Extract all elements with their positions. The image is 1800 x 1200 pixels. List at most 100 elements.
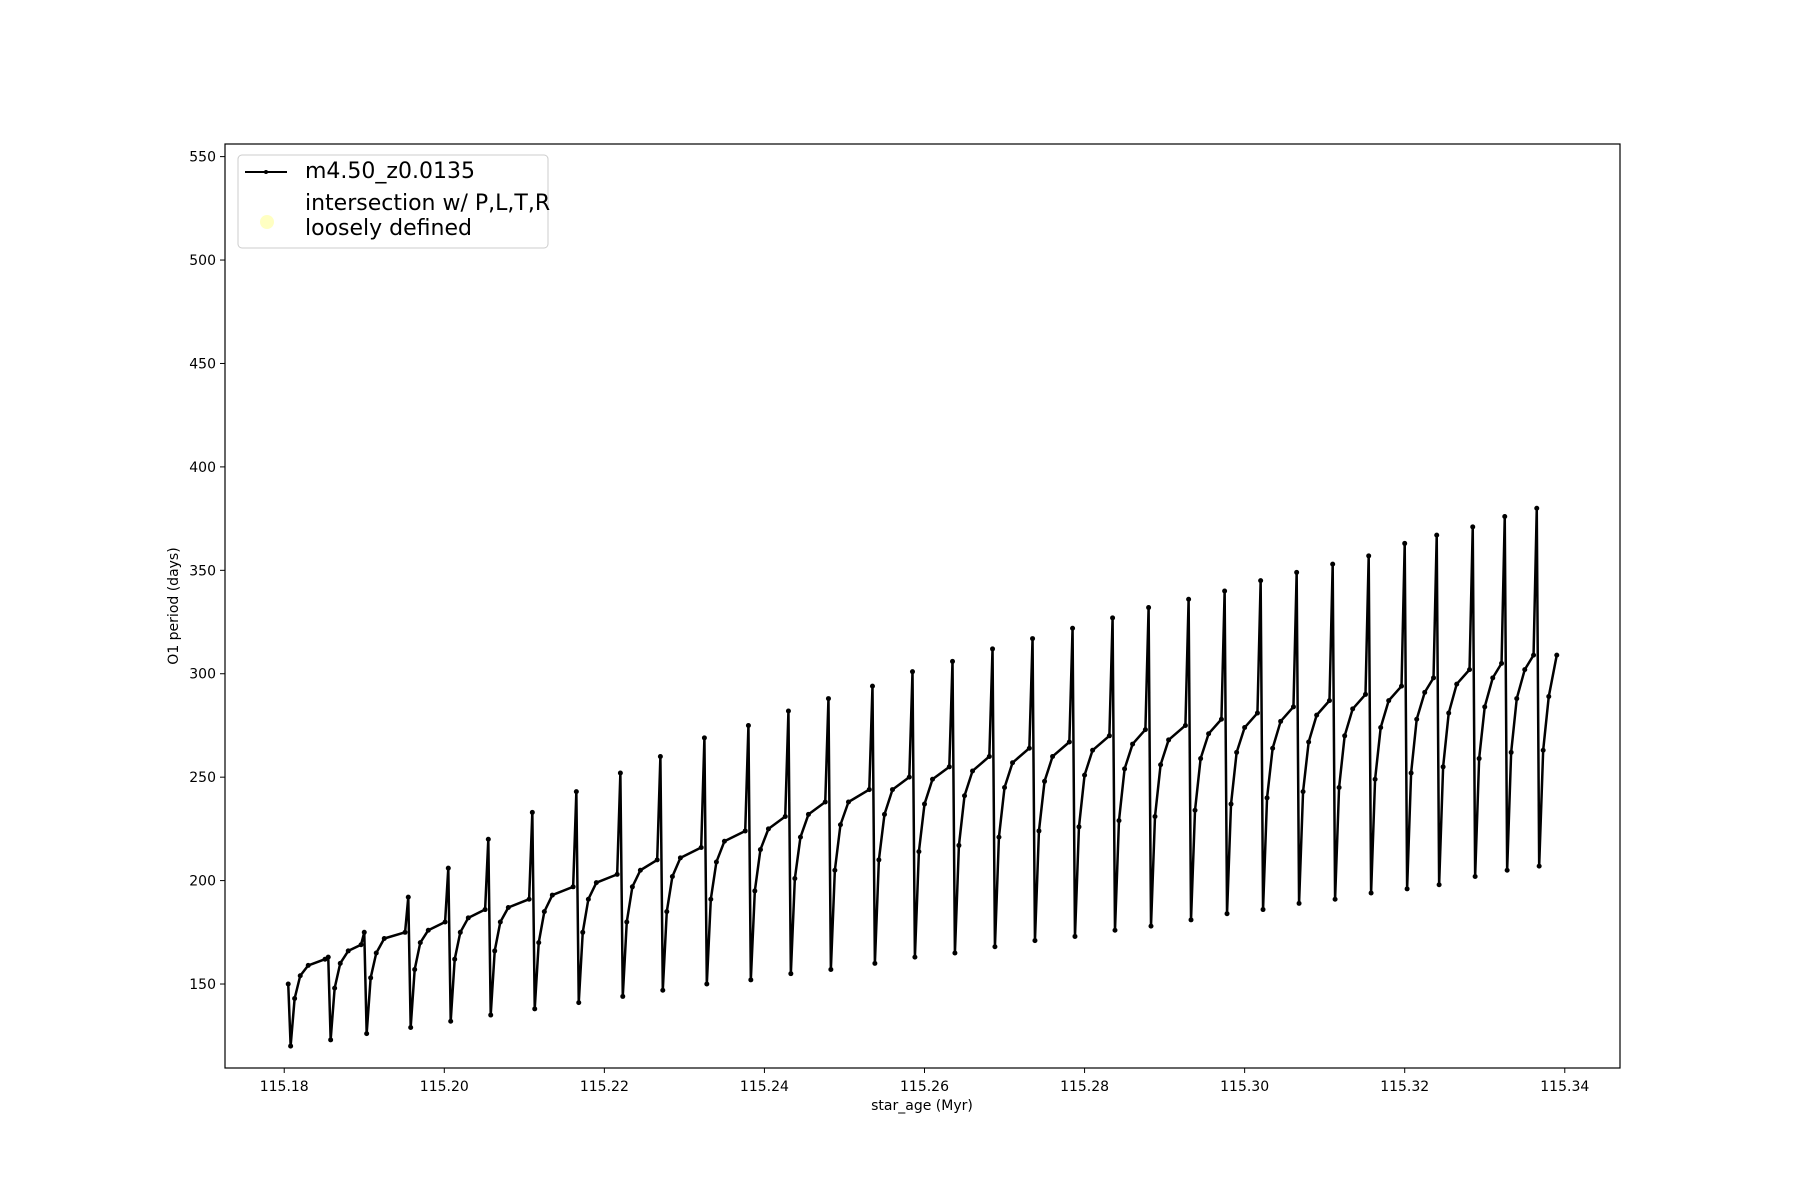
- data-point: [1224, 911, 1230, 917]
- data-point: [573, 789, 579, 795]
- data-point: [1378, 725, 1384, 731]
- data-point: [1228, 801, 1234, 807]
- data-point: [872, 960, 878, 966]
- x-tick-label: 115.22: [580, 1079, 629, 1095]
- data-point: [1522, 667, 1528, 673]
- data-point: [881, 811, 887, 817]
- data-point: [970, 768, 976, 774]
- data-point: [1122, 766, 1128, 772]
- data-point: [701, 735, 707, 741]
- data-point: [1290, 704, 1296, 710]
- data-point: [869, 683, 875, 689]
- data-point: [1076, 824, 1082, 830]
- data-point: [1130, 741, 1136, 747]
- data-point: [660, 987, 666, 993]
- data-point: [1454, 681, 1460, 687]
- data-point: [1152, 813, 1158, 819]
- plot-area: [224, 143, 1621, 1069]
- data-point: [345, 948, 351, 954]
- data-point: [782, 813, 788, 819]
- data-point: [297, 973, 303, 979]
- x-tick-label: 115.20: [420, 1079, 469, 1095]
- data-point: [916, 849, 922, 855]
- data-point: [536, 940, 542, 946]
- data-point: [1546, 693, 1552, 699]
- data-point: [620, 993, 626, 999]
- data-point: [368, 975, 374, 981]
- data-point: [912, 954, 918, 960]
- data-point: [457, 929, 463, 935]
- y-tick-label: 550: [189, 150, 216, 166]
- data-point: [361, 929, 367, 935]
- data-point: [1270, 745, 1276, 751]
- data-point: [1502, 514, 1508, 520]
- data-point: [822, 799, 828, 805]
- data-point: [845, 799, 851, 805]
- data-point: [1330, 561, 1336, 567]
- data-point: [1534, 505, 1540, 511]
- data-point: [742, 828, 748, 834]
- data-point: [292, 995, 298, 1001]
- data-point: [1166, 737, 1172, 743]
- data-point: [866, 787, 872, 793]
- data-point: [1514, 696, 1520, 702]
- data-point: [1066, 739, 1072, 745]
- data-point: [1254, 710, 1260, 716]
- data-point: [617, 770, 623, 776]
- legend-box: [237, 154, 549, 249]
- x-tick-label: 115.32: [1380, 1079, 1429, 1095]
- data-point: [876, 857, 882, 863]
- data-point: [698, 844, 704, 850]
- data-point: [1026, 745, 1032, 751]
- data-point: [526, 896, 532, 902]
- data-point: [1082, 772, 1088, 778]
- data-point: [1072, 933, 1078, 939]
- data-point: [1372, 776, 1378, 782]
- data-point: [785, 708, 791, 714]
- data-point: [1242, 725, 1248, 731]
- data-point: [669, 873, 675, 879]
- data-point: [1146, 605, 1152, 611]
- data-point: [962, 793, 968, 799]
- data-point: [1402, 540, 1408, 546]
- y-tick-label: 300: [189, 667, 216, 683]
- data-point: [445, 865, 451, 871]
- data-point: [1182, 722, 1188, 728]
- data-point: [405, 894, 411, 900]
- data-point: [585, 896, 591, 902]
- data-point: [425, 927, 431, 933]
- data-point: [1404, 886, 1410, 892]
- y-tick-label: 200: [189, 874, 216, 890]
- data-point: [1148, 923, 1154, 929]
- legend-label: m4.50_z0.0135: [305, 159, 475, 184]
- data-point: [364, 1031, 370, 1037]
- data-point: [1431, 675, 1437, 681]
- data-point: [1030, 636, 1036, 642]
- data-point: [748, 977, 754, 983]
- data-point: [417, 940, 423, 946]
- data-point: [1234, 749, 1240, 755]
- data-point: [452, 956, 458, 962]
- data-point: [337, 960, 343, 966]
- data-point: [996, 834, 1002, 840]
- data-point: [745, 722, 751, 728]
- y-tick-label: 400: [189, 460, 216, 476]
- data-point: [757, 847, 763, 853]
- data-point: [1399, 683, 1405, 689]
- data-point: [1470, 524, 1476, 530]
- data-point: [837, 822, 843, 828]
- data-point: [889, 787, 895, 793]
- legend-marker: [264, 170, 268, 174]
- data-point: [1434, 532, 1440, 538]
- data-point: [1499, 660, 1505, 666]
- x-tick-label: 115.30: [1220, 1079, 1269, 1095]
- x-tick-label: 115.26: [900, 1079, 949, 1095]
- data-point: [721, 838, 727, 844]
- data-point: [765, 826, 771, 832]
- data-point: [497, 919, 503, 925]
- x-tick-label: 115.28: [1060, 1079, 1109, 1095]
- data-point: [1296, 900, 1302, 906]
- data-point: [713, 859, 719, 865]
- data-point: [448, 1018, 454, 1024]
- data-point: [593, 880, 599, 886]
